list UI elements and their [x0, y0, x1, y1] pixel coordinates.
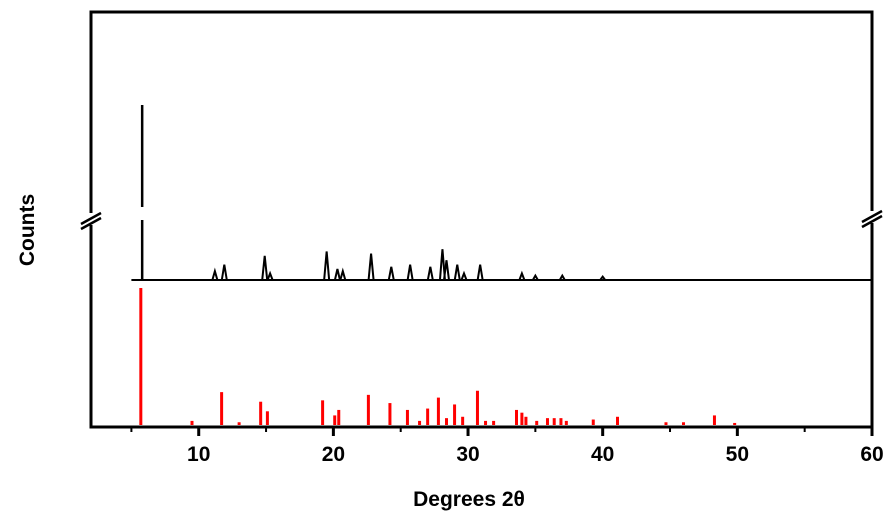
experimental-peak-9 [387, 266, 395, 281]
experimental-peak-10 [406, 264, 414, 281]
experimental-peak-1 [211, 267, 219, 281]
y-axis-break-left [79, 211, 103, 231]
x-tick-label-30: 30 [456, 443, 479, 466]
y-axis-label: Counts [16, 194, 39, 266]
x-axis-label: Degrees 2θ [413, 488, 525, 511]
x-tick-label-40: 40 [591, 443, 614, 466]
x-tick-label-10: 10 [187, 443, 210, 466]
experimental-peak-8 [367, 253, 375, 281]
experimental-peak-15 [460, 270, 468, 281]
experimental-peak-16 [476, 264, 484, 281]
experimental-peak-20 [599, 275, 606, 281]
experimental-peak-12 [438, 249, 446, 281]
experimental-peak-5 [323, 251, 331, 281]
experimental-peak-11 [426, 266, 434, 281]
x-tick-label-20: 20 [322, 443, 345, 466]
experimental-peak-7 [339, 267, 347, 281]
experimental-peak-18 [531, 273, 539, 281]
experimental-peak-2 [220, 264, 228, 281]
experimental-peak-4 [266, 270, 274, 281]
experimental-peak-13 [442, 260, 450, 281]
plot-frame [89, 10, 874, 429]
x-tick-label-50: 50 [726, 443, 749, 466]
experimental-peak-19 [558, 273, 566, 281]
experimental-peak-14 [453, 264, 461, 281]
experimental-peak-17 [518, 270, 526, 281]
x-tick-label-60: 60 [860, 443, 883, 466]
y-axis-break-right [860, 209, 884, 229]
experimental-peak-6 [333, 268, 341, 281]
experimental-peak-3 [261, 255, 269, 281]
